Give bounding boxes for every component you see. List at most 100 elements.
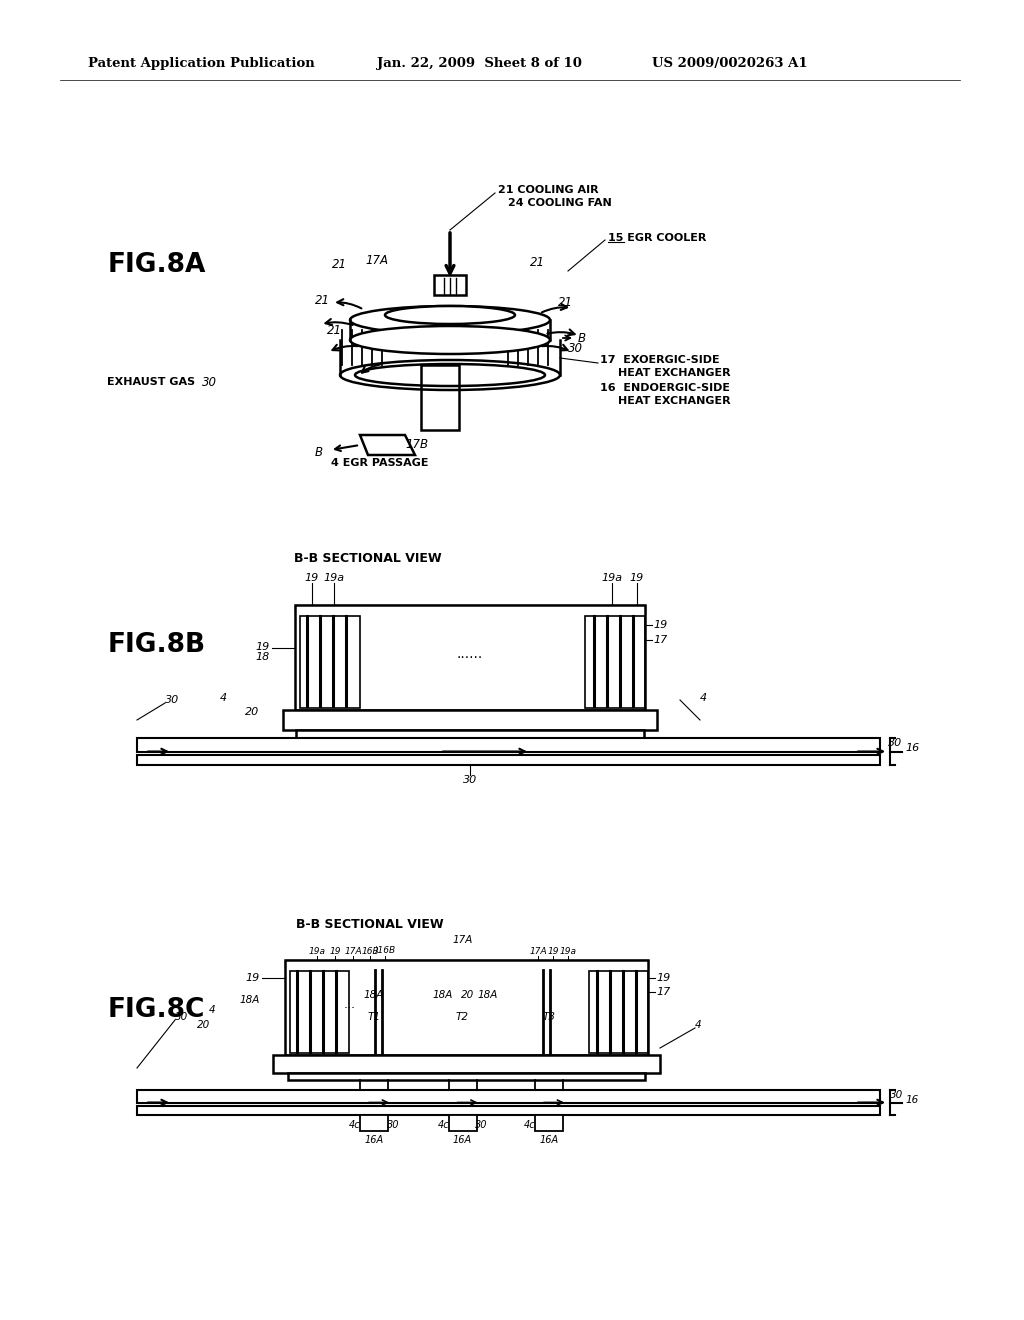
Text: 19a: 19a xyxy=(308,946,326,956)
Text: 19: 19 xyxy=(547,946,559,956)
Text: T1: T1 xyxy=(368,1012,381,1023)
Text: 21: 21 xyxy=(315,293,330,306)
Text: 21: 21 xyxy=(327,323,342,337)
Text: B: B xyxy=(578,331,586,345)
Text: 18A: 18A xyxy=(240,995,260,1005)
Bar xyxy=(589,972,648,1053)
Text: 19: 19 xyxy=(653,620,668,630)
Text: B: B xyxy=(315,446,323,458)
Text: 24 COOLING FAN: 24 COOLING FAN xyxy=(508,198,611,209)
Bar xyxy=(434,275,466,294)
Text: 30: 30 xyxy=(165,696,179,705)
Bar xyxy=(137,755,880,766)
Text: 4: 4 xyxy=(220,693,227,704)
Text: 30: 30 xyxy=(568,342,583,355)
Text: 30: 30 xyxy=(890,1090,903,1100)
Bar xyxy=(137,1106,880,1115)
Text: ...: ... xyxy=(344,998,356,1011)
Bar xyxy=(290,972,349,1053)
Bar xyxy=(288,1073,645,1080)
Text: B-B SECTIONAL VIEW: B-B SECTIONAL VIEW xyxy=(294,552,441,565)
Bar xyxy=(137,738,880,752)
Bar xyxy=(285,960,648,969)
Ellipse shape xyxy=(350,306,550,334)
Text: 18A: 18A xyxy=(432,990,453,1001)
Bar xyxy=(296,730,644,738)
Text: 19: 19 xyxy=(630,573,644,583)
Text: 21: 21 xyxy=(332,259,347,272)
Text: 17A: 17A xyxy=(529,946,547,956)
Text: 21 COOLING AIR: 21 COOLING AIR xyxy=(498,185,599,195)
Text: Jan. 22, 2009  Sheet 8 of 10: Jan. 22, 2009 Sheet 8 of 10 xyxy=(377,57,582,70)
Text: 4c: 4c xyxy=(437,1119,450,1130)
Text: 18A: 18A xyxy=(364,990,384,1001)
Text: HEAT EXCHANGER: HEAT EXCHANGER xyxy=(618,368,731,378)
Text: FIG.8B: FIG.8B xyxy=(108,632,206,657)
Text: 19: 19 xyxy=(656,973,671,983)
Ellipse shape xyxy=(385,306,515,323)
Text: 30: 30 xyxy=(387,1119,399,1130)
Text: 16: 16 xyxy=(905,743,920,752)
Bar xyxy=(283,710,657,730)
Text: 30: 30 xyxy=(202,375,217,388)
Text: )16B: )16B xyxy=(375,946,395,956)
Text: 16B: 16B xyxy=(361,946,379,956)
Text: 19: 19 xyxy=(330,946,341,956)
Text: 15 EGR COOLER: 15 EGR COOLER xyxy=(608,234,707,243)
Text: 17A: 17A xyxy=(365,253,388,267)
Bar xyxy=(285,960,648,1055)
Bar xyxy=(449,1115,476,1131)
Text: 16A: 16A xyxy=(540,1135,558,1144)
Text: 30: 30 xyxy=(463,775,477,785)
Text: FIG.8C: FIG.8C xyxy=(108,997,206,1023)
Bar xyxy=(535,1115,563,1131)
Text: 4: 4 xyxy=(695,1020,701,1030)
Text: FIG.8A: FIG.8A xyxy=(108,252,207,279)
Bar xyxy=(585,616,645,708)
Text: 4 EGR PASSAGE: 4 EGR PASSAGE xyxy=(331,458,429,469)
Text: 20: 20 xyxy=(461,990,474,1001)
Text: T3: T3 xyxy=(543,1012,555,1023)
Bar xyxy=(137,1090,880,1104)
Bar xyxy=(273,1055,660,1073)
Bar xyxy=(295,605,645,710)
Text: 17A: 17A xyxy=(453,935,473,945)
Text: 19: 19 xyxy=(246,973,260,983)
Bar xyxy=(300,616,360,708)
Text: 18A: 18A xyxy=(477,990,498,1001)
Text: 16  ENDOERGIC-SIDE: 16 ENDOERGIC-SIDE xyxy=(600,383,730,393)
Text: 30: 30 xyxy=(888,738,902,748)
Text: 4: 4 xyxy=(208,1005,215,1015)
Text: Patent Application Publication: Patent Application Publication xyxy=(88,57,314,70)
Text: US 2009/0020263 A1: US 2009/0020263 A1 xyxy=(652,57,808,70)
Text: 4: 4 xyxy=(700,693,708,704)
Text: T2: T2 xyxy=(456,1012,469,1023)
Text: 17: 17 xyxy=(653,635,668,645)
Text: 18: 18 xyxy=(256,652,270,663)
Text: 16A: 16A xyxy=(365,1135,384,1144)
Text: 19a: 19a xyxy=(601,573,623,583)
Text: 19: 19 xyxy=(256,643,270,652)
Text: 17: 17 xyxy=(656,987,671,997)
Text: 20: 20 xyxy=(245,708,259,717)
Text: 21: 21 xyxy=(530,256,545,268)
Text: 17  EXOERGIC-SIDE: 17 EXOERGIC-SIDE xyxy=(600,355,720,366)
Text: 16: 16 xyxy=(905,1096,919,1105)
Text: 16A: 16A xyxy=(453,1135,472,1144)
Text: 20: 20 xyxy=(197,1020,210,1030)
Text: 4c: 4c xyxy=(349,1119,360,1130)
Bar xyxy=(295,605,645,614)
Ellipse shape xyxy=(350,326,550,354)
Text: 17B: 17B xyxy=(406,438,428,451)
Text: EXHAUST GAS: EXHAUST GAS xyxy=(106,378,195,387)
Text: 30: 30 xyxy=(175,1012,188,1022)
Text: 30: 30 xyxy=(475,1119,487,1130)
Text: 17A: 17A xyxy=(344,946,361,956)
Text: HEAT EXCHANGER: HEAT EXCHANGER xyxy=(618,396,731,407)
Text: 19: 19 xyxy=(305,573,319,583)
Bar xyxy=(421,366,459,430)
Text: 4c: 4c xyxy=(524,1119,536,1130)
Text: ......: ...... xyxy=(457,648,483,661)
Text: 19a: 19a xyxy=(559,946,577,956)
Text: 21: 21 xyxy=(558,297,573,309)
